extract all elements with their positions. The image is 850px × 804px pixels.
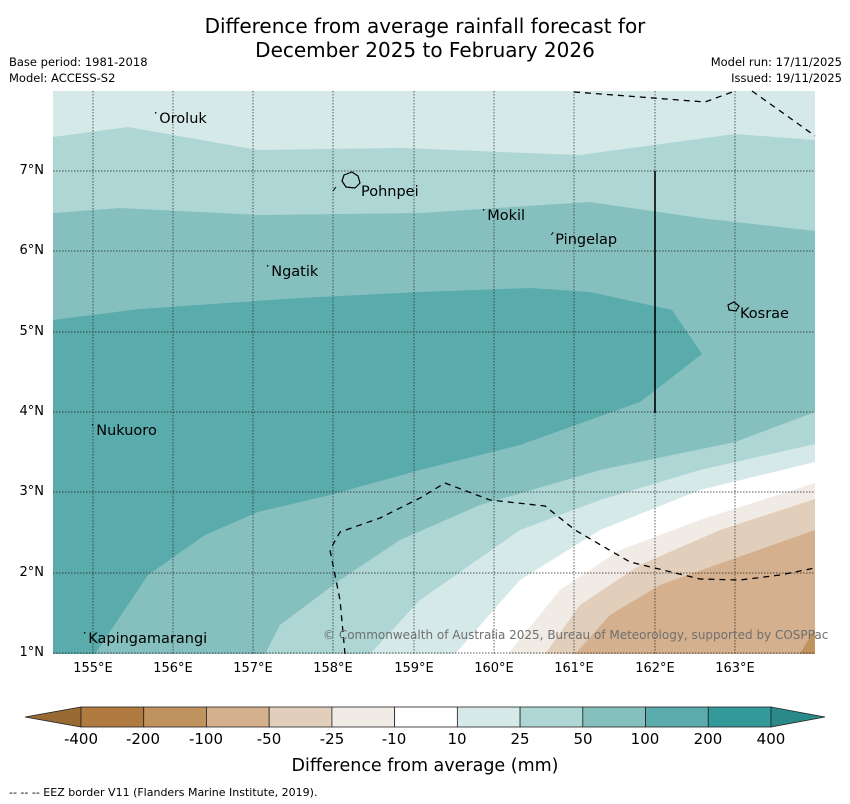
colorbar-low-extension (24, 706, 82, 728)
colorbar-segment-1 (143, 706, 207, 728)
lon-tick-159: 159°E (394, 661, 434, 676)
colorbar-segment-4 (331, 706, 396, 728)
place-nukuoro-label: Nukuoro (96, 423, 157, 439)
model-run: Model run: 17/11/2025 (710, 55, 842, 69)
pohnpei-islet (332, 186, 337, 192)
title-line-2: December 2025 to February 2026 (255, 38, 595, 62)
colorbar-segment-2 (206, 706, 270, 728)
pohnpei-island-shape (341, 171, 361, 189)
lat-tick-6: 6°N (19, 243, 45, 258)
place-mokil-label: Mokil (487, 208, 526, 224)
copyright-notice: © Commonwealth of Australia 2025, Bureau… (323, 628, 829, 642)
lon-tick-155: 155°E (73, 661, 113, 676)
colorbar-segment-6 (456, 706, 521, 728)
meta-right: Model run: 17/11/2025 Issued: 19/11/2025 (711, 54, 842, 86)
colorbar-segment-8 (582, 706, 646, 728)
colorbar-segment-3 (268, 706, 333, 728)
eez-border (329, 90, 816, 655)
issued-date: Issued: 19/11/2025 (731, 71, 842, 85)
place-pingelap: ˊPingelap (548, 232, 618, 248)
kosrae-island-shape (727, 301, 740, 312)
contour-neg50-neg100 (575, 530, 815, 654)
colorbar (24, 706, 826, 728)
lat-tick-7: 7°N (19, 163, 45, 178)
colorbar-label-9: 100 (630, 730, 660, 748)
lat-tick-2: 2°N (19, 565, 45, 580)
lon-tick-160: 160°E (474, 661, 514, 676)
colorbar-label-0: -400 (63, 730, 99, 748)
footer-note: -- -- -- EEZ border V11 (Flanders Marine… (9, 786, 318, 799)
colorbar-segment-9 (645, 706, 709, 728)
colorbar-segment-10 (707, 706, 772, 728)
colorbar-label-11: 400 (756, 730, 786, 748)
lon-tick-158: 158°E (313, 661, 353, 676)
lon-tick-157: 157°E (233, 661, 273, 676)
lon-tick-156: 156°E (153, 661, 193, 676)
colorbar-label-1: -200 (125, 730, 161, 748)
place-kosrae: Kosrae (740, 306, 789, 322)
place-pohnpei-label: Pohnpei (361, 184, 419, 200)
chart-title: Difference from average rainfall forecas… (0, 14, 850, 62)
place-mokil: ˙Mokil (480, 208, 526, 224)
contour-neg100-neg200 (800, 628, 815, 654)
contour-100-200 (53, 288, 702, 654)
lon-tick-163: 163°E (715, 661, 755, 676)
title-line-1: Difference from average rainfall forecas… (204, 14, 646, 38)
gridlines (53, 91, 815, 654)
lat-tick-5: 5°N (19, 324, 45, 339)
place-ngatik-label: Ngatik (271, 264, 319, 280)
colorbar-segment-7 (519, 706, 584, 728)
colorbar-label-7: 25 (510, 730, 530, 748)
lat-tick-1: 1°N (19, 645, 45, 660)
colorbar-segment-5 (394, 706, 458, 728)
place-oroluk-label: Oroluk (159, 111, 207, 127)
colorbar-label-8: 50 (573, 730, 593, 748)
colorbar-label-2: -100 (188, 730, 224, 748)
lat-tick-3: 3°N (19, 484, 45, 499)
place-oroluk: ˙Oroluk (152, 111, 207, 127)
place-kosrae-label: Kosrae (740, 306, 789, 322)
place-pohnpei: Pohnpei (361, 184, 419, 200)
place-pingelap-label: Pingelap (555, 232, 618, 248)
colorbar-label-10: 200 (693, 730, 723, 748)
model-name: Model: ACCESS-S2 (9, 71, 116, 85)
lat-tick-4: 4°N (19, 404, 45, 419)
place-kapingamarangi-label: Kapingamarangi (88, 631, 208, 647)
place-kapingamarangi: ˙Kapingamarangi (81, 631, 208, 647)
colorbar-high-extension (770, 706, 826, 728)
meta-left: Base period: 1981-2018 Model: ACCESS-S2 (9, 54, 148, 86)
lon-tick-162: 162°E (635, 661, 675, 676)
base-period: Base period: 1981-2018 (9, 55, 148, 69)
colorbar-title: Difference from average (mm) (291, 756, 559, 776)
lon-tick-161: 161°E (554, 661, 594, 676)
colorbar-label-3: -50 (256, 730, 282, 748)
colorbar-label-4: -25 (319, 730, 345, 748)
colorbar-label-5: -10 (381, 730, 407, 748)
colorbar-segments (80, 706, 772, 728)
place-nukuoro: ˙Nukuoro (89, 423, 157, 439)
colorbar-label-6: 10 (447, 730, 467, 748)
colorbar-segment-0 (80, 706, 145, 728)
rainfall-contours (53, 91, 815, 654)
place-ngatik: ˙Ngatik (264, 264, 319, 280)
